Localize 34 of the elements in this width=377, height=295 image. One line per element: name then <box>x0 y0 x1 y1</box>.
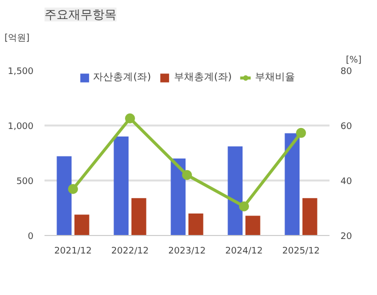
chart-title: 주요재무항목 <box>44 8 116 22</box>
x-tick-label: 2023/12 <box>168 246 206 256</box>
y-tick-label: 1,000 <box>8 122 34 132</box>
y-axis-title: [억원] <box>4 34 30 44</box>
y2-tick-label: 20 <box>340 232 352 242</box>
y2-tick-label: 60 <box>340 122 352 132</box>
legend-label: 자산총계(좌) <box>93 71 151 84</box>
y2-tick-label: 80 <box>340 67 352 77</box>
point <box>125 113 135 124</box>
bar <box>114 136 129 236</box>
y2-axis-title: [%] <box>346 56 362 66</box>
y-tick-label: 0 <box>28 232 34 242</box>
x-tick-label: 2022/12 <box>111 246 149 256</box>
bar <box>170 158 186 236</box>
bar <box>131 198 146 236</box>
y-tick-label: 500 <box>16 177 34 187</box>
y-tick-label: 1,500 <box>8 67 34 77</box>
bar <box>188 214 204 236</box>
bar <box>284 133 300 236</box>
y2-tick-label: 40 <box>340 177 352 187</box>
point <box>296 128 306 138</box>
legend-label: 부채총계(좌) <box>174 71 232 84</box>
bar <box>74 214 90 236</box>
point <box>68 184 78 194</box>
x-tick-label: 2024/12 <box>225 246 263 256</box>
bar <box>245 216 260 236</box>
bar <box>302 198 318 236</box>
point <box>239 201 249 212</box>
bar <box>228 146 243 236</box>
x-tick-label: 2025/12 <box>282 246 320 256</box>
bar <box>56 156 72 236</box>
x-tick-label: 2021/12 <box>54 246 92 256</box>
legend-label: 부채비율 <box>254 71 295 84</box>
point <box>182 170 192 180</box>
